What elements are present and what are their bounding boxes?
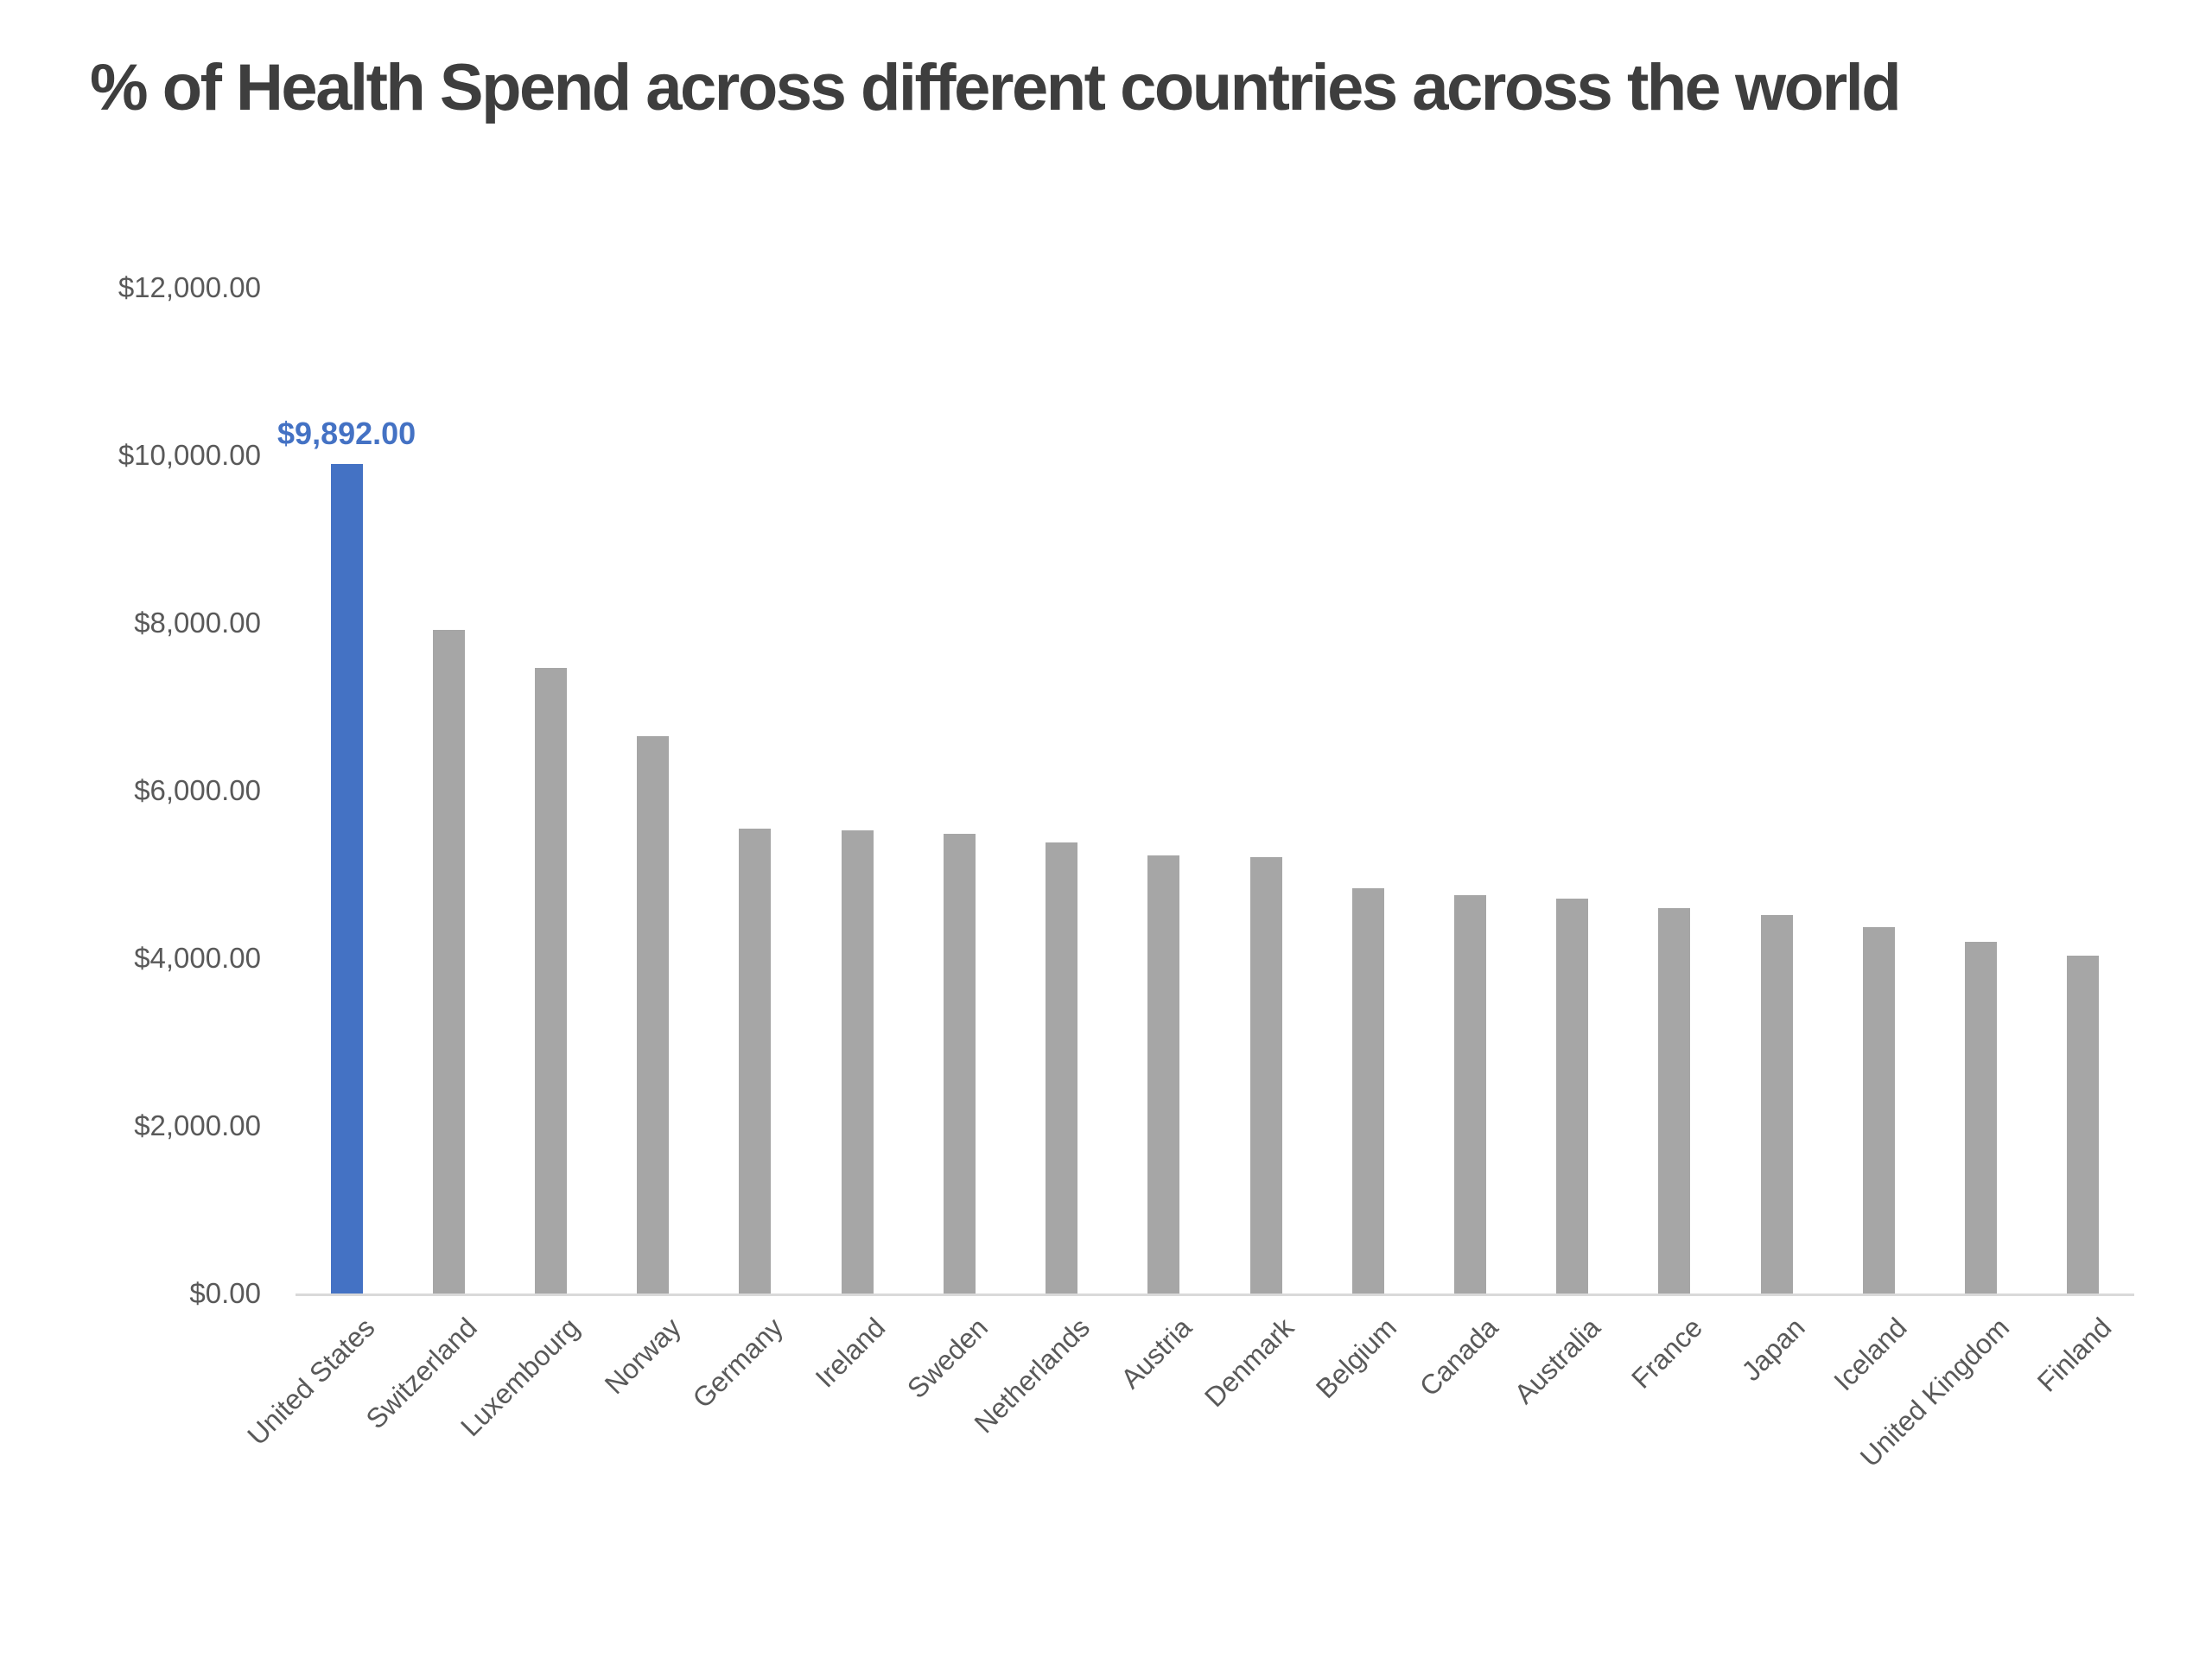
bar-united-kingdom — [1965, 942, 1998, 1294]
bar-iceland — [1862, 926, 1895, 1294]
y-tick-label: $12,000.00 — [118, 271, 261, 303]
bar-slot — [1419, 288, 1521, 1294]
bar-luxembourg — [535, 668, 568, 1294]
chart-title: % of Health Spend across different count… — [90, 51, 1902, 124]
y-tick-label: $2,000.00 — [134, 1109, 261, 1141]
x-label-belgium: Belgium — [1309, 1312, 1402, 1405]
x-label-united-states: United States — [241, 1312, 381, 1452]
x-axis: United States Switzerland Luxembourg Norway… — [241, 1312, 2134, 1571]
x-label-australia: Australia — [1508, 1312, 1607, 1410]
x-label-norway: Norway — [599, 1312, 688, 1401]
bar-germany — [739, 828, 772, 1294]
bar-japan — [1760, 914, 1793, 1294]
plot-area: $9,892.00 — [277, 288, 2134, 1296]
x-label-austria: Austria — [1115, 1312, 1198, 1395]
bar-slot — [1522, 288, 1624, 1294]
bar-netherlands — [1046, 842, 1078, 1294]
x-label-denmark: Denmark — [1198, 1312, 1300, 1414]
y-tick-label: $4,000.00 — [134, 942, 261, 974]
bar-switzerland — [432, 629, 465, 1294]
bar-denmark — [1249, 857, 1282, 1294]
bar-slot — [1930, 288, 2032, 1294]
x-label-germany: Germany — [686, 1312, 790, 1414]
bar-slot: $9,892.00 — [277, 288, 416, 1294]
bar-belgium — [1351, 887, 1384, 1294]
y-axis: $12,000.00 $10,000.00 $8,000.00 $6,000.00 $4… — [0, 271, 261, 1309]
bar-slot — [499, 288, 601, 1294]
bar-canada — [1454, 894, 1487, 1294]
bar-slot — [1215, 288, 1317, 1294]
bar-slot — [806, 288, 908, 1294]
x-label-japan: Japan — [1735, 1312, 1811, 1388]
y-tick-label: $0.00 — [189, 1277, 261, 1309]
bar-australia — [1556, 899, 1589, 1294]
x-label-canada: Canada — [1414, 1312, 1505, 1402]
data-label-united-states: $9,892.00 — [277, 416, 416, 452]
bar-slot — [1317, 288, 1419, 1294]
bar-slot — [704, 288, 806, 1294]
bar-slot — [1113, 288, 1215, 1294]
x-label-finland: Finland — [2031, 1312, 2118, 1398]
y-tick-label: $6,000.00 — [134, 774, 261, 806]
bar-finland — [2067, 955, 2100, 1294]
bar-sweden — [943, 833, 976, 1294]
bar-france — [1658, 907, 1691, 1294]
x-label-france: France — [1625, 1312, 1709, 1395]
x-label-ireland: Ireland — [810, 1312, 892, 1394]
bar-slot — [1827, 288, 1929, 1294]
x-label-sweden: Sweden — [900, 1312, 994, 1405]
bar-slot — [1011, 288, 1113, 1294]
bar-ireland — [841, 830, 874, 1294]
x-label-iceland: Iceland — [1827, 1312, 1913, 1397]
bar-slot — [1726, 288, 1827, 1294]
bar-slot — [908, 288, 1010, 1294]
bar-norway — [637, 736, 670, 1294]
bar-slot — [1624, 288, 1726, 1294]
bar-slot — [397, 288, 499, 1294]
y-tick-label: $8,000.00 — [134, 607, 261, 639]
y-tick-label: $10,000.00 — [118, 439, 261, 471]
bar-slot — [2032, 288, 2134, 1294]
bar-slot — [602, 288, 704, 1294]
bar-united-states: $9,892.00 — [277, 416, 416, 1294]
bar-austria — [1147, 855, 1180, 1294]
